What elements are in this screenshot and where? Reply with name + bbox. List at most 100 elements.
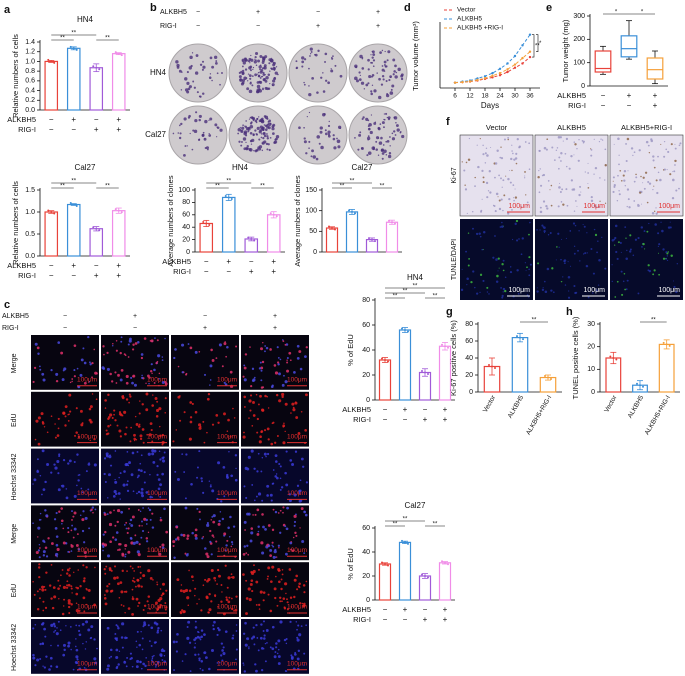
cell-dot xyxy=(257,403,260,406)
cell-dot xyxy=(235,648,238,651)
cell-dot xyxy=(81,491,84,494)
cell-dot xyxy=(271,565,275,569)
cell-dot xyxy=(247,512,251,516)
cell-dot xyxy=(614,296,617,298)
cell-dot xyxy=(120,510,124,514)
header-sign: + xyxy=(376,23,380,30)
box xyxy=(646,57,664,80)
cell-dot xyxy=(214,595,216,598)
cell-dot xyxy=(57,644,60,647)
cell-dot xyxy=(482,231,486,234)
sample-dot xyxy=(253,239,256,242)
cell-dot xyxy=(88,462,90,464)
cell-dot xyxy=(292,536,295,539)
cell-dot xyxy=(231,607,234,611)
cell-dot xyxy=(282,340,285,342)
cell-dot xyxy=(657,155,659,158)
cell-dot xyxy=(78,624,81,627)
cell-dot xyxy=(110,569,113,572)
significance-label: ** xyxy=(403,517,408,523)
cell-dot xyxy=(295,574,299,578)
significance-label: * xyxy=(641,10,644,16)
sample-dot xyxy=(368,237,370,240)
cell-dot xyxy=(654,223,657,226)
cell-dot xyxy=(107,432,110,435)
cell-dot xyxy=(66,584,69,587)
cell-dot xyxy=(194,620,197,623)
cell-dot xyxy=(186,553,189,555)
colony xyxy=(266,133,268,135)
cell-dot xyxy=(502,209,504,212)
cell-dot xyxy=(253,376,256,379)
cell-dot xyxy=(543,280,546,283)
cell-dot xyxy=(45,655,48,658)
cell-dot xyxy=(146,433,149,436)
colony xyxy=(183,153,186,157)
cell-dot xyxy=(274,475,277,478)
cell-dot xyxy=(261,513,264,516)
cell-dot xyxy=(274,454,278,458)
cell-dot xyxy=(74,434,77,437)
cell-dot xyxy=(249,394,253,397)
colony xyxy=(381,74,385,78)
cell-dot xyxy=(105,429,108,432)
cell-dot xyxy=(134,534,137,537)
cell-dot xyxy=(52,622,56,626)
colony xyxy=(311,76,314,80)
cell-dot xyxy=(558,156,561,159)
colony xyxy=(247,80,249,82)
cell-dot xyxy=(212,624,215,627)
colony xyxy=(249,62,251,64)
colony xyxy=(199,63,203,67)
cell-dot xyxy=(249,539,253,543)
row-label-name: RIG-I xyxy=(568,101,586,110)
cell-dot xyxy=(153,654,155,657)
cell-dot xyxy=(627,198,630,201)
cell-dot xyxy=(528,256,531,259)
cell-dot xyxy=(74,660,78,664)
cell-dot xyxy=(41,588,45,592)
cell-dot xyxy=(81,529,85,533)
colony xyxy=(191,148,194,151)
colony xyxy=(377,127,381,131)
cell-dot xyxy=(176,477,180,481)
cell-dot xyxy=(67,531,70,534)
cell-dot xyxy=(296,588,299,591)
cell-dot xyxy=(76,586,80,590)
cell-dot xyxy=(120,336,123,339)
colony xyxy=(385,65,388,68)
cell-dot xyxy=(132,541,136,545)
cell-dot xyxy=(508,198,511,201)
cell-dot xyxy=(174,470,177,473)
colony xyxy=(275,66,278,68)
cell-dot xyxy=(267,575,269,578)
colony xyxy=(367,125,370,127)
cell-dot xyxy=(56,555,58,558)
row-label-sign: + xyxy=(94,271,99,280)
cell-dot xyxy=(56,627,58,629)
scale-bar-label: 100μm xyxy=(217,661,237,668)
cell-dot xyxy=(101,542,105,546)
cell-dot xyxy=(198,426,202,430)
cell-dot xyxy=(231,543,234,546)
cell-dot xyxy=(585,264,589,268)
cell-dot xyxy=(44,546,48,550)
colony xyxy=(370,54,372,56)
cell-dot xyxy=(57,488,61,492)
cell-dot xyxy=(234,608,238,612)
cell-dot xyxy=(182,610,186,614)
colony xyxy=(272,79,276,83)
sample-dot xyxy=(636,382,638,385)
cell-dot xyxy=(246,467,250,471)
cell-dot xyxy=(234,454,238,457)
cell-dot xyxy=(182,589,186,593)
cell-dot xyxy=(140,356,144,360)
colony xyxy=(263,115,267,118)
cell-dot xyxy=(543,146,547,150)
cell-dot xyxy=(155,622,159,626)
cell-dot xyxy=(573,154,575,156)
cell-dot xyxy=(200,609,203,612)
cell-dot xyxy=(54,436,57,439)
cell-dot xyxy=(657,232,660,235)
bar xyxy=(398,541,412,601)
